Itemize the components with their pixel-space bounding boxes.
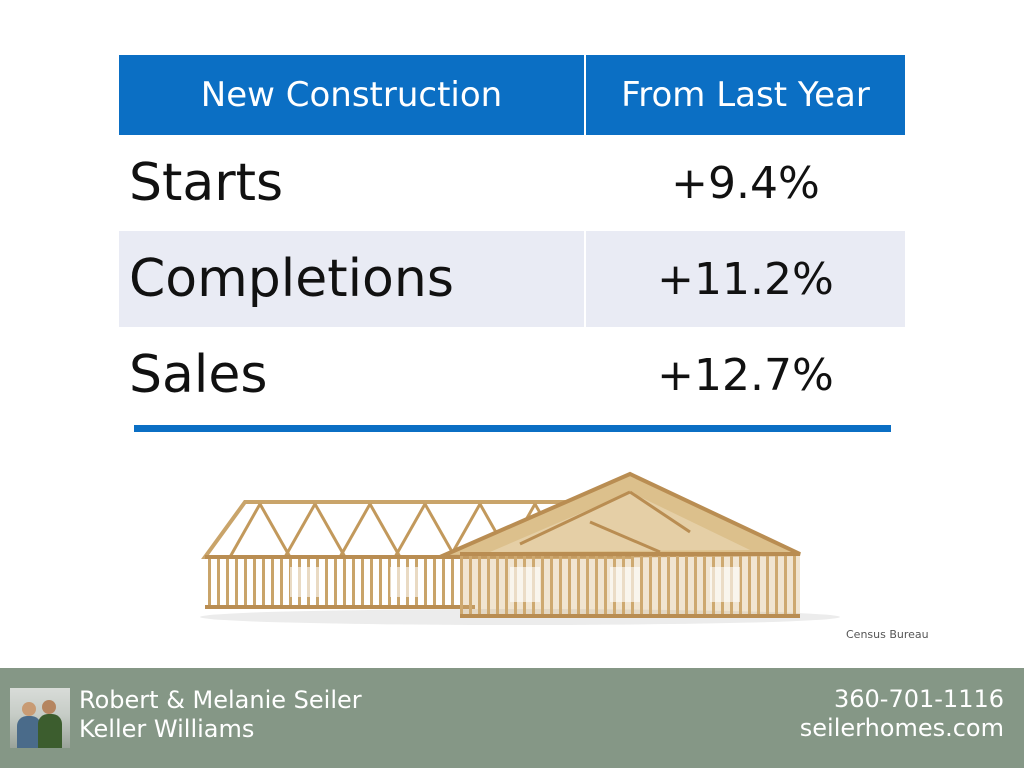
agent-website[interactable]: seilerhomes.com: [799, 714, 1004, 742]
row-value: +9.4%: [671, 157, 820, 209]
header-from-last-year: From Last Year: [621, 75, 870, 115]
table-row: Completions +11.2%: [119, 231, 905, 327]
row-value: +11.2%: [657, 253, 834, 305]
table-header: New Construction From Last Year: [119, 55, 905, 135]
source-credit: Census Bureau: [846, 628, 929, 641]
row-label: Sales: [119, 327, 586, 423]
construction-table: New Construction From Last Year Starts +…: [119, 55, 905, 423]
agent-photo: [10, 688, 70, 748]
agent-name: Robert & Melanie Seiler: [79, 686, 362, 714]
row-label: Completions: [119, 231, 586, 327]
row-value: +12.7%: [657, 349, 834, 401]
slide: New Construction From Last Year Starts +…: [119, 55, 929, 641]
table-row: Sales +12.7%: [119, 327, 905, 423]
table-bottom-rule: [134, 425, 891, 432]
agent-phone[interactable]: 360-701-1116: [833, 685, 1004, 713]
table-row: Starts +9.4%: [119, 135, 905, 231]
agent-footer: Robert & Melanie Seiler Keller Williams …: [0, 668, 1024, 768]
agent-company: Keller Williams: [79, 715, 255, 743]
header-new-construction: New Construction: [119, 55, 586, 135]
row-label: Starts: [119, 135, 586, 231]
house-frame-illustration: [200, 471, 840, 625]
